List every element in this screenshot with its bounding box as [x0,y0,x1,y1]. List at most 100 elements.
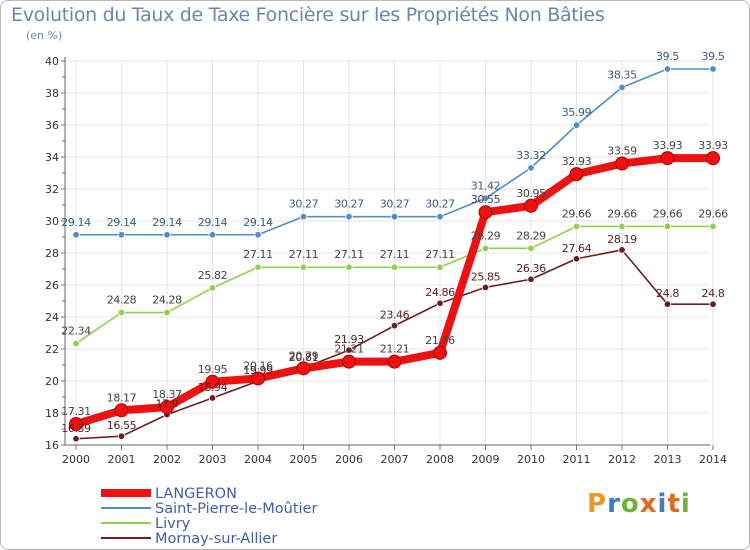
data-point-langeron [251,371,265,386]
data-point-saint-pierre-le-mo-tier [663,65,672,73]
data-point-livry [390,263,399,271]
x-tick-label: 2008 [426,453,454,466]
data-point-mornay-sur-allier [709,300,717,308]
data-point-saint-pierre-le-mo-tier [299,212,308,221]
data-label: 26.36 [516,262,546,275]
y-tick-label: 28 [45,247,59,260]
data-label: 31.42 [471,179,501,192]
data-label: 19.99 [243,364,273,377]
brand-letter: i [657,489,668,519]
x-tick-label: 2012 [608,453,636,466]
brand-letter: o [620,489,640,519]
data-label: 33.32 [516,149,546,162]
data-label: 33.93 [653,139,683,152]
data-point-saint-pierre-le-mo-tier [709,65,717,73]
data-point-langeron [387,354,402,369]
data-point-livry [527,244,535,253]
x-tick-label: 2005 [290,453,318,466]
data-label: 33.59 [607,145,637,158]
data-label: 28.19 [607,233,637,246]
data-label: 16.39 [61,422,91,435]
data-label: 18.17 [107,391,137,404]
data-label: 29.14 [107,216,137,229]
data-label: 32.93 [562,155,592,168]
data-point-saint-pierre-le-mo-tier [208,231,217,239]
data-point-livry [163,308,171,317]
data-label: 27.11 [243,248,273,261]
data-label: 21.93 [334,333,364,346]
data-point-saint-pierre-le-mo-tier [527,164,535,172]
data-point-livry [254,263,262,271]
data-point-livry [709,222,717,231]
data-point-livry [72,339,80,348]
data-point-saint-pierre-le-mo-tier [436,212,444,221]
data-point-mornay-sur-allier [390,321,399,330]
data-point-mornay-sur-allier [72,435,80,443]
data-point-saint-pierre-le-mo-tier [390,212,399,221]
data-point-livry [299,263,308,271]
y-tick-label: 26 [45,279,59,292]
y-tick-label: 30 [45,215,59,228]
data-point-mornay-sur-allier [618,246,626,254]
data-label: 30.27 [289,198,319,211]
y-tick-label: 24 [45,311,59,324]
data-point-langeron [69,417,83,432]
data-label: 18.94 [198,381,228,394]
data-point-livry [436,263,444,271]
data-point-langeron [433,345,447,360]
y-tick-label: 34 [45,151,59,164]
data-label: 29.66 [653,207,683,220]
data-label: 21.76 [425,334,455,347]
y-tick-label: 40 [45,55,59,68]
data-point-mornay-sur-allier [208,394,217,402]
data-label: 38.35 [607,68,637,81]
data-label: 24.8 [702,287,725,300]
data-point-saint-pierre-le-mo-tier [618,83,626,92]
data-point-langeron [160,400,174,415]
data-label: 30.27 [425,198,455,211]
y-tick-label: 16 [45,439,59,452]
y-tick-label: 18 [45,407,59,420]
data-label: 29.66 [607,207,637,220]
data-label: 23.46 [380,309,410,322]
x-tick-label: 2000 [62,453,90,466]
data-label: 29.14 [61,216,91,229]
data-label: 25.82 [198,269,228,282]
data-point-mornay-sur-allier [436,299,444,307]
y-tick-label: 38 [45,87,59,100]
data-label: 35.99 [562,106,592,119]
x-tick-label: 2003 [199,453,227,466]
data-label: 22.34 [61,325,91,338]
data-point-mornay-sur-allier [481,283,490,292]
x-tick-label: 2010 [517,453,545,466]
y-tick-label: 22 [45,343,59,356]
brand-letter: P [587,489,608,519]
data-label: 17.31 [61,405,91,418]
data-point-saint-pierre-le-mo-tier [72,231,80,239]
data-label: 20.81 [289,351,319,364]
data-label: 30.55 [471,193,501,206]
x-tick-label: 2009 [472,453,500,466]
data-label: 39.5 [702,50,725,63]
data-point-saint-pierre-le-mo-tier [117,231,126,239]
data-label: 28.29 [471,229,501,242]
data-point-saint-pierre-le-mo-tier [163,231,171,239]
data-point-saint-pierre-le-mo-tier [345,212,353,221]
data-label: 24.28 [107,294,137,307]
x-tick-label: 2011 [563,453,591,466]
data-label: 17.9 [156,398,179,411]
proxiti-logo: Proxiti [587,489,691,519]
data-label: 27.11 [334,248,364,261]
data-label: 24.8 [656,287,679,300]
legend-label: LANGERON [155,486,237,502]
data-point-langeron [296,361,311,376]
x-tick-label: 2002 [153,453,181,466]
data-label: 39.5 [656,50,679,63]
data-point-langeron [615,156,629,171]
brand-letter: i [680,489,691,519]
data-label: 30.27 [380,198,410,211]
data-point-livry [345,263,353,271]
data-label: 24.86 [425,286,455,299]
brand-letter: r [607,489,621,519]
